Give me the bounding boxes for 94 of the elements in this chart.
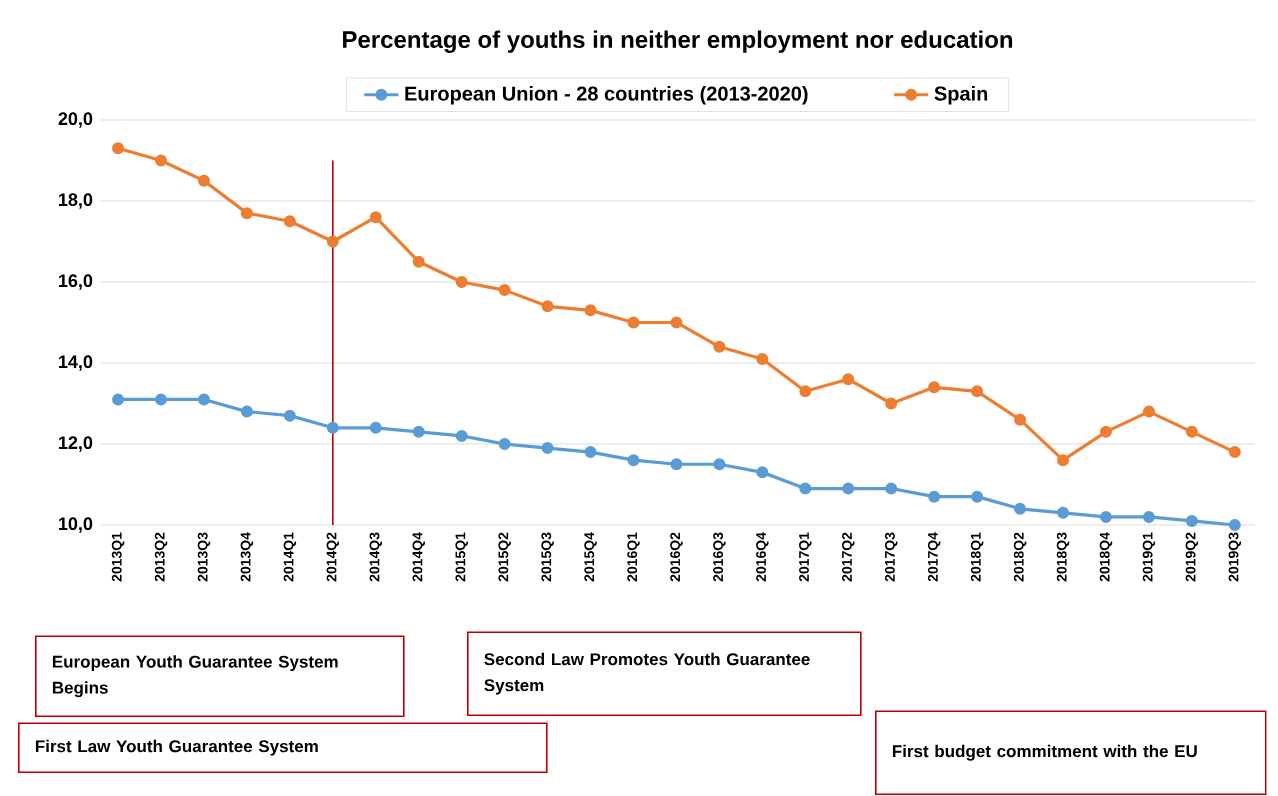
point [627,316,640,329]
point [197,174,210,187]
point [326,235,339,248]
y-tick-label: 18,0 [59,193,93,209]
point [1142,510,1155,523]
point [1014,502,1027,515]
point [584,304,597,317]
point [369,421,382,434]
point [197,393,210,406]
x-tick-label: 2016Q2 [670,532,683,582]
x-tick-label: 2017Q1 [799,532,812,582]
point [584,446,597,459]
point [799,482,812,495]
point [455,429,468,442]
point [1014,413,1027,426]
legend-label: Spain [934,85,988,105]
y-tick-label: 20,0 [58,112,93,128]
point [713,340,726,353]
x-tick-label: 2013Q4 [240,532,254,582]
x-tick-label: 2015Q4 [584,532,597,582]
x-tick-label: 2015Q1 [455,532,468,582]
y-tick-label: 16,0 [59,274,93,290]
x-tick-label: 2019Q3 [1228,532,1242,582]
point [1228,518,1241,531]
x-tick-label: 2014Q1 [283,532,297,582]
point [670,458,683,471]
y-tick-label: 10,0 [59,517,93,533]
x-tick-label: 2018Q4 [1099,532,1113,582]
legend-label: European Union - 28 countries (2013-2020) [405,85,808,105]
x-tick-label: 2015Q2 [498,532,511,582]
point [1185,514,1198,527]
point [155,154,167,167]
point [112,393,125,406]
point [1099,425,1112,438]
point [369,211,382,224]
x-tick-label: 2013Q3 [197,532,211,582]
point [842,482,855,495]
point [240,405,253,418]
point [756,352,769,365]
x-tick-label: 2019Q1 [1142,532,1156,582]
x-tick-label: 2016Q3 [713,532,726,582]
point [1057,454,1070,467]
text: European Youth Guarantee System Begins [52,655,338,698]
point [498,437,511,450]
x-tick-label: 2014Q2 [326,532,340,582]
point [283,215,296,228]
x-tick-label: 2017Q2 [842,532,855,582]
point [1185,425,1198,438]
text: First Law Youth Guarantee System [35,739,318,756]
point [799,385,812,398]
x-tick-label: 2014Q4 [412,532,425,582]
x-tick-label: 2016Q1 [627,532,640,582]
point [756,466,769,479]
x-tick-label: 2017Q4 [927,532,941,582]
point [842,373,855,386]
point [455,275,468,288]
x-tick-label: 2013Q1 [111,532,125,582]
chart-title: Percentage of youths in neither employment nor education [343,30,1013,53]
text: Second Law Promotes Youth Guarantee System [484,652,810,695]
x-tick-label: 2014Q3 [369,532,383,582]
x-tick-label: 2017Q3 [884,532,898,582]
point [1142,405,1155,418]
point [1099,510,1112,523]
point [885,397,898,410]
point [498,284,511,297]
point [971,385,984,398]
x-tick-label: 2015Q3 [541,532,554,582]
point [928,490,941,503]
point [627,454,640,467]
x-tick-label: 2019Q2 [1185,532,1199,582]
point [1057,506,1070,519]
point [670,316,683,329]
point [885,482,898,495]
point [326,421,339,434]
point [412,255,425,268]
point [541,442,554,455]
point [155,393,167,406]
x-tick-label: 2016Q4 [756,532,769,582]
x-tick-label: 2013Q2 [154,532,168,582]
point [541,300,554,313]
point [412,425,425,438]
y-tick-label: 14,0 [59,355,93,371]
x-tick-label: 2018Q2 [1013,532,1027,582]
x-tick-label: 2018Q1 [970,532,984,582]
y-tick-label: 12,0 [59,436,93,452]
point [112,142,125,155]
text: First budget commitment with the EU [892,744,1197,761]
point [713,458,726,471]
point [1228,446,1241,459]
point [971,490,984,503]
point [928,381,941,394]
point [240,207,253,220]
x-tick-label: 2018Q3 [1056,532,1070,582]
point [283,409,296,422]
